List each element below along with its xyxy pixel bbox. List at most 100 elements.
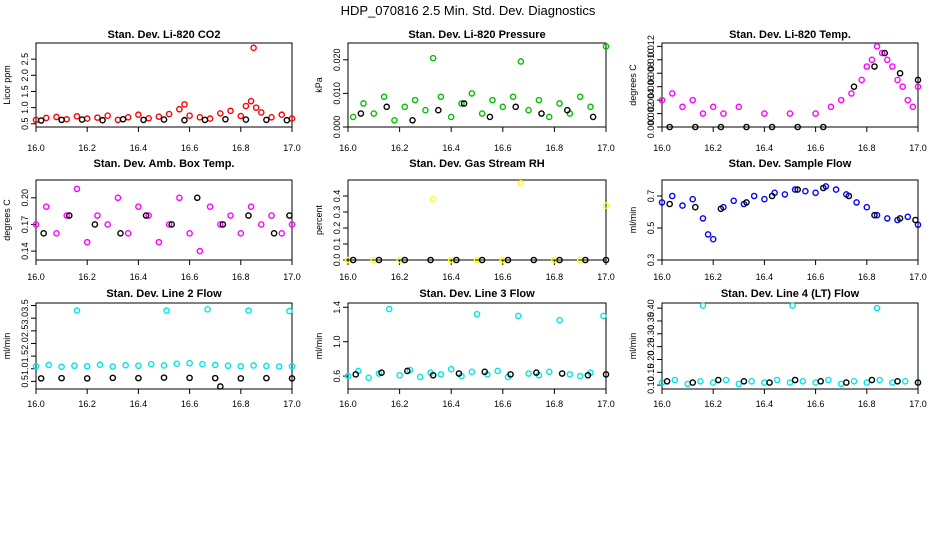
data-point (122, 361, 129, 369)
y-axis-label: ml/min (2, 333, 12, 360)
y-tick-label: 1.0 (332, 335, 342, 348)
y-tick-label: 0.004 (646, 89, 656, 112)
x-tick-label: 16.4 (130, 399, 148, 409)
y-tick-label: 2.5 (20, 53, 30, 66)
data-point (533, 369, 540, 376)
data-point (899, 83, 906, 90)
data-point (750, 192, 758, 200)
data-point (53, 113, 60, 121)
data-point (889, 379, 896, 386)
data-point (96, 361, 104, 369)
data-point (679, 202, 686, 209)
data-point (832, 186, 840, 193)
data-point (556, 316, 563, 324)
data-point (278, 111, 286, 119)
data-point (789, 302, 796, 309)
x-tick-label: 16.8 (858, 143, 876, 153)
y-tick-label: 2.5 (20, 325, 30, 338)
data-point (486, 113, 494, 121)
data-point (160, 116, 168, 123)
y-tick-label: 0.20 (646, 351, 656, 369)
data-point (211, 361, 219, 369)
x-tick-label: 16.4 (130, 272, 148, 282)
data-point (535, 96, 543, 104)
x-tick-label: 16.2 (391, 143, 409, 153)
data-point (817, 377, 825, 385)
data-point (827, 103, 835, 111)
data-point (199, 360, 206, 368)
data-point (743, 199, 750, 206)
x-tick-label: 16.0 (339, 399, 357, 409)
data-point (697, 377, 704, 385)
y-tick-label: 0.000 (332, 116, 342, 139)
data-point (352, 371, 360, 378)
data-point (845, 192, 853, 200)
data-point (365, 374, 372, 382)
data-point (453, 256, 460, 264)
data-point (812, 379, 819, 386)
y-tick-label: 0.008 (646, 62, 656, 85)
data-point (668, 192, 676, 200)
data-point (186, 374, 193, 382)
data-point (380, 93, 388, 101)
x-tick-label: 16.4 (756, 143, 774, 153)
data-point (181, 101, 188, 108)
data-point (894, 76, 901, 84)
x-tick-label: 16.6 (181, 399, 199, 409)
panel-8: Stan. Dev. Line 3 Flow 16.0 16.2 16.4 16.6 16… (314, 288, 615, 409)
series-colored (32, 306, 296, 371)
data-point (740, 377, 748, 385)
data-point (837, 380, 845, 388)
y-tick-label: 0.5 (20, 375, 30, 388)
x-tick-label: 16.6 (807, 272, 825, 282)
data-point (794, 186, 801, 193)
series-black (663, 376, 922, 386)
data-point (142, 212, 150, 219)
data-point (447, 113, 455, 121)
data-point (481, 368, 489, 376)
y-tick-label: 0.15 (646, 364, 656, 382)
panel-3: Stan. Dev. Li-820 Temp. 16.0 16.2 16.4 16.6 1… (628, 29, 927, 153)
data-point (794, 123, 801, 131)
x-tick-label: 16.4 (756, 272, 774, 282)
data-point (437, 371, 445, 378)
x-tick-label: 16.2 (78, 143, 96, 153)
data-point (422, 106, 429, 114)
data-point (176, 194, 183, 202)
x-tick-label: 17.0 (909, 272, 927, 282)
series-colored (32, 44, 296, 124)
data-point (429, 54, 437, 62)
data-point (219, 221, 227, 228)
data-point (165, 110, 173, 118)
data-point (168, 221, 175, 228)
data-point (278, 230, 286, 237)
data-point (850, 377, 858, 385)
data-point (227, 212, 234, 219)
data-point (409, 116, 416, 124)
data-point (42, 203, 50, 210)
data-point (344, 372, 352, 380)
plot-frame (35, 302, 293, 390)
data-point (242, 102, 250, 110)
data-point (587, 103, 594, 111)
data-point (881, 49, 889, 57)
data-point (247, 97, 255, 105)
data-point (717, 123, 725, 131)
x-tick-label: 16.8 (232, 272, 250, 282)
data-point (460, 100, 468, 107)
data-point (600, 312, 607, 320)
data-point (117, 230, 124, 237)
data-point (247, 203, 255, 210)
data-point (250, 44, 257, 52)
panel-title: Stan. Dev. Line 3 Flow (419, 288, 535, 300)
x-tick-label: 16.0 (653, 399, 671, 409)
panel-title: Stan. Dev. Sample Flow (729, 158, 852, 170)
y-axis-label: degrees C (628, 64, 638, 106)
data-point (525, 106, 532, 114)
data-point (663, 377, 671, 385)
data-point (124, 230, 132, 237)
data-point (684, 380, 691, 388)
x-tick-label: 16.6 (181, 272, 199, 282)
y-tick-label: 0.10 (646, 376, 656, 394)
data-point (263, 374, 270, 382)
